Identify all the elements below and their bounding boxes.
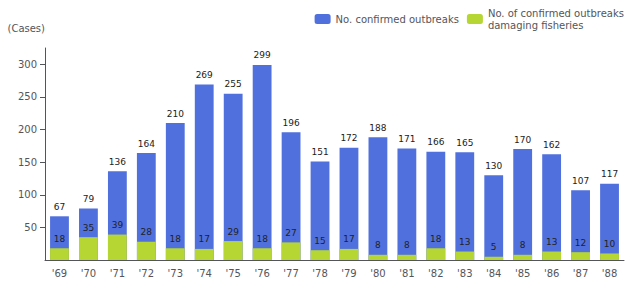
svg-text:117: 117 <box>601 169 618 179</box>
svg-text:39: 39 <box>112 220 124 230</box>
svg-text:150: 150 <box>18 157 37 168</box>
svg-text:'78: '78 <box>312 268 327 279</box>
svg-text:100: 100 <box>18 189 37 200</box>
svg-text:'79: '79 <box>341 268 356 279</box>
svg-text:27: 27 <box>285 228 296 238</box>
svg-text:'71: '71 <box>110 268 125 279</box>
svg-text:17: 17 <box>198 234 209 244</box>
svg-text:165: 165 <box>456 138 473 148</box>
svg-text:164: 164 <box>138 139 155 149</box>
svg-text:'80: '80 <box>370 268 385 279</box>
svg-text:5: 5 <box>491 242 497 252</box>
svg-text:'73: '73 <box>168 268 183 279</box>
svg-text:130: 130 <box>485 161 502 171</box>
svg-text:29: 29 <box>227 227 239 237</box>
svg-text:8: 8 <box>520 240 526 250</box>
svg-text:172: 172 <box>340 133 357 143</box>
svg-text:171: 171 <box>398 134 415 144</box>
svg-text:8: 8 <box>375 240 381 250</box>
svg-text:13: 13 <box>546 237 557 247</box>
svg-text:28: 28 <box>141 227 153 237</box>
svg-text:'85: '85 <box>515 268 530 279</box>
svg-text:107: 107 <box>572 176 589 186</box>
svg-text:No. confirmed outbreaks: No. confirmed outbreaks <box>336 14 459 25</box>
svg-text:250: 250 <box>18 91 37 102</box>
svg-text:170: 170 <box>514 135 531 145</box>
svg-text:255: 255 <box>225 79 242 89</box>
svg-text:162: 162 <box>543 140 560 150</box>
svg-text:'77: '77 <box>283 268 298 279</box>
svg-text:35: 35 <box>83 223 94 233</box>
svg-text:'88: '88 <box>602 268 617 279</box>
svg-text:'70: '70 <box>81 268 96 279</box>
svg-text:damaging fisheries: damaging fisheries <box>488 20 584 31</box>
svg-text:188: 188 <box>369 123 386 133</box>
svg-text:'87: '87 <box>573 268 588 279</box>
svg-text:15: 15 <box>314 236 325 246</box>
svg-text:196: 196 <box>282 118 299 128</box>
svg-text:8: 8 <box>404 240 410 250</box>
svg-text:'72: '72 <box>139 268 154 279</box>
svg-text:'76: '76 <box>254 268 269 279</box>
svg-text:'75: '75 <box>225 268 240 279</box>
svg-text:12: 12 <box>575 238 586 248</box>
svg-text:210: 210 <box>167 109 184 119</box>
svg-text:200: 200 <box>18 124 37 135</box>
svg-text:79: 79 <box>83 194 95 204</box>
svg-text:'82: '82 <box>428 268 443 279</box>
svg-text:10: 10 <box>604 239 616 249</box>
svg-text:No. of confirmed outbreaks: No. of confirmed outbreaks <box>488 8 624 19</box>
svg-text:18: 18 <box>430 234 442 244</box>
svg-text:(Cases): (Cases) <box>8 23 46 34</box>
svg-text:17: 17 <box>343 234 354 244</box>
svg-text:67: 67 <box>54 202 65 212</box>
svg-text:299: 299 <box>254 50 271 60</box>
svg-text:18: 18 <box>256 234 268 244</box>
svg-text:'83: '83 <box>457 268 472 279</box>
svg-text:13: 13 <box>459 237 470 247</box>
svg-text:'74: '74 <box>196 268 211 279</box>
svg-text:166: 166 <box>427 137 444 147</box>
svg-text:'86: '86 <box>544 268 559 279</box>
svg-text:300: 300 <box>18 59 37 70</box>
svg-text:151: 151 <box>311 147 328 157</box>
svg-text:18: 18 <box>54 234 66 244</box>
svg-text:'84: '84 <box>486 268 501 279</box>
svg-text:136: 136 <box>109 157 126 167</box>
svg-text:50: 50 <box>24 222 37 233</box>
svg-text:18: 18 <box>170 234 182 244</box>
svg-text:'69: '69 <box>52 268 67 279</box>
svg-text:269: 269 <box>196 70 213 80</box>
svg-text:'81: '81 <box>399 268 414 279</box>
